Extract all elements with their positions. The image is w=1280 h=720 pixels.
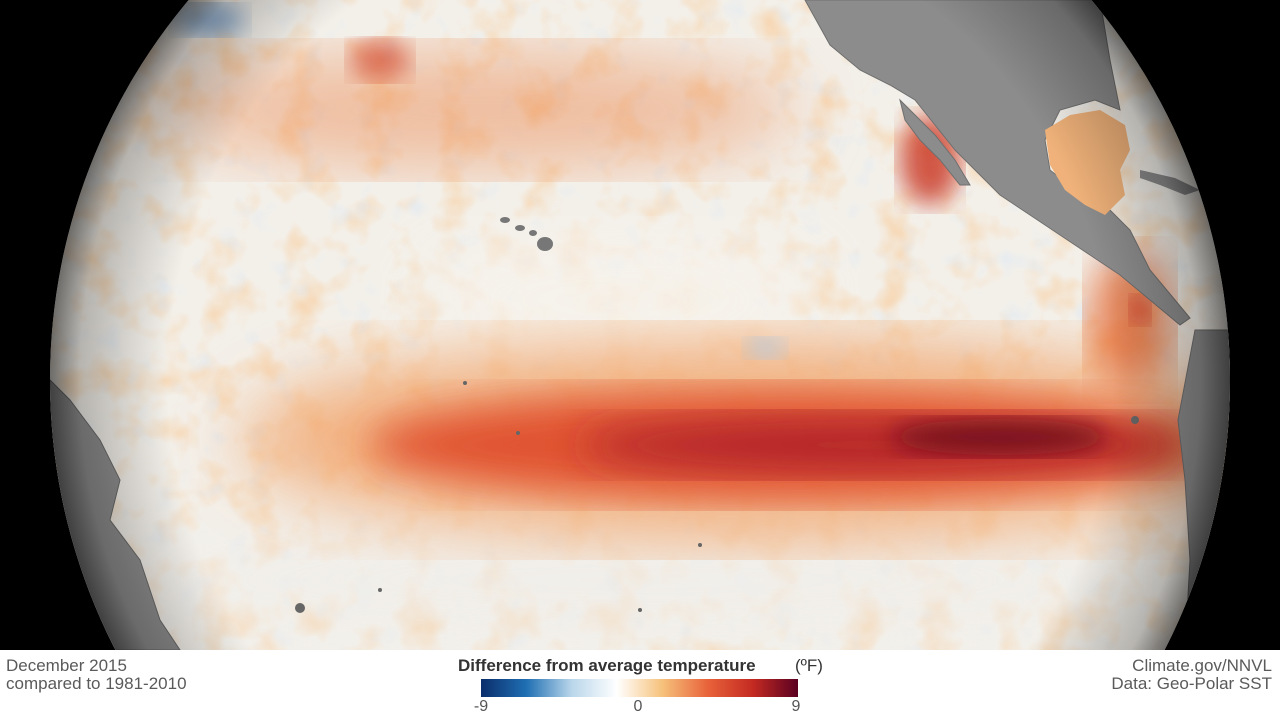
map-footer: December 2015 compared to 1981-2010 Diff… [0, 650, 1280, 720]
date-caption-line2: compared to 1981-2010 [6, 674, 187, 693]
date-caption-line1: December 2015 [6, 656, 127, 675]
legend-tick-max: 9 [791, 698, 801, 715]
source-caption: Climate.gov/NNVL Data: Geo-Polar SST [1111, 657, 1272, 693]
legend-unit: (ºF) [795, 656, 823, 675]
legend-color-bar [481, 679, 798, 697]
legend-title: Difference from average temperature [458, 656, 756, 675]
source-caption-line2: Data: Geo-Polar SST [1111, 674, 1272, 693]
legend-tick-min: -9 [473, 698, 489, 715]
legend-tick-mid: 0 [633, 698, 643, 715]
source-caption-line1: Climate.gov/NNVL [1132, 656, 1272, 675]
date-caption: December 2015 compared to 1981-2010 [6, 657, 187, 693]
sea-surface-temperature-anomaly-globe [50, 0, 1230, 650]
